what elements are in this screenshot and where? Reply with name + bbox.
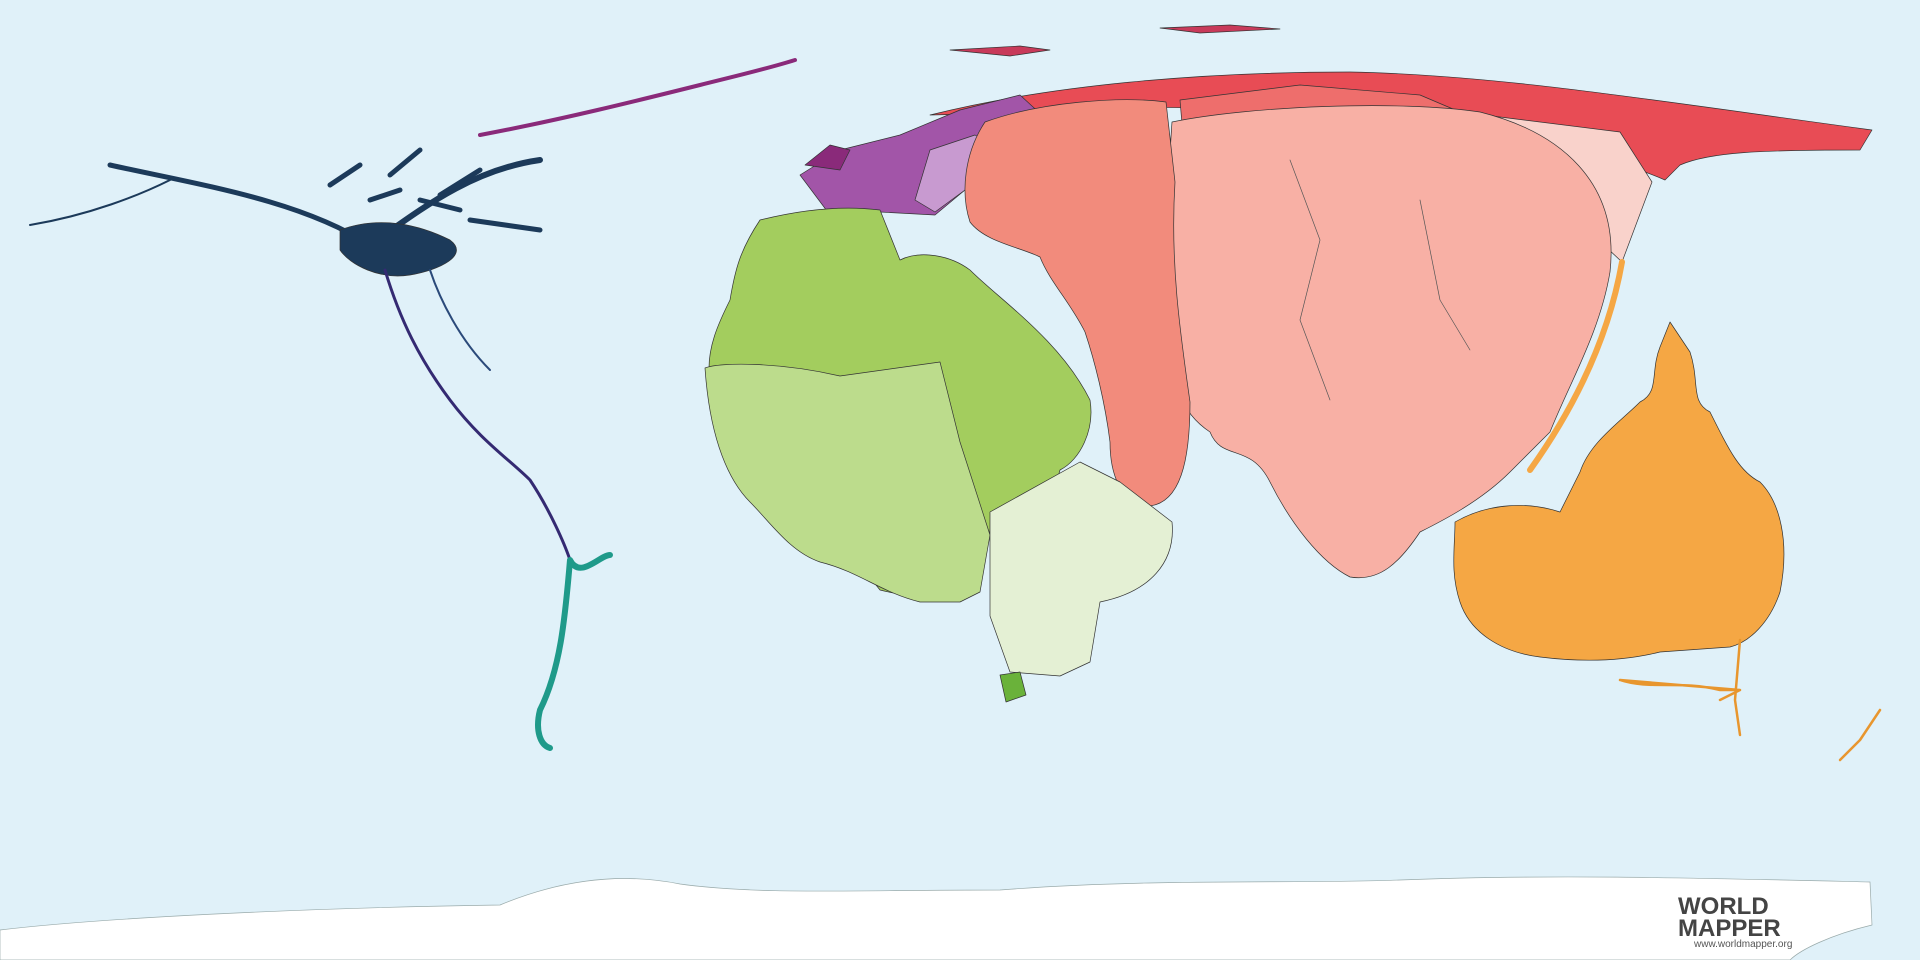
logo-url: www.worldmapper.org — [1693, 939, 1792, 950]
antarctica — [0, 876, 1873, 960]
middle-east — [964, 99, 1191, 507]
usa-east — [429, 269, 491, 371]
south-america-spine — [535, 552, 613, 751]
usa-north — [339, 222, 457, 277]
logo-line1: WORLD — [1678, 893, 1769, 920]
greenland — [478, 58, 797, 137]
asia-borders — [1289, 159, 1471, 401]
southern-africa — [989, 461, 1173, 677]
new-zealand — [1838, 708, 1882, 762]
south-africa-tip — [999, 671, 1027, 703]
arctic-islands-europe — [949, 24, 1281, 57]
north-america — [29, 58, 797, 562]
west-africa — [704, 361, 991, 603]
south-america — [535, 552, 613, 751]
asia-pacific — [1453, 321, 1785, 661]
logo: WORLD MAPPER www.worldmapper.org — [1678, 893, 1792, 950]
logo-line2: MAPPER — [1678, 915, 1781, 942]
japan — [1527, 259, 1625, 473]
alaska — [29, 179, 171, 226]
australia — [1618, 638, 1742, 737]
central-america — [383, 268, 572, 562]
arctic-islands — [327, 147, 543, 233]
uk — [804, 144, 851, 171]
